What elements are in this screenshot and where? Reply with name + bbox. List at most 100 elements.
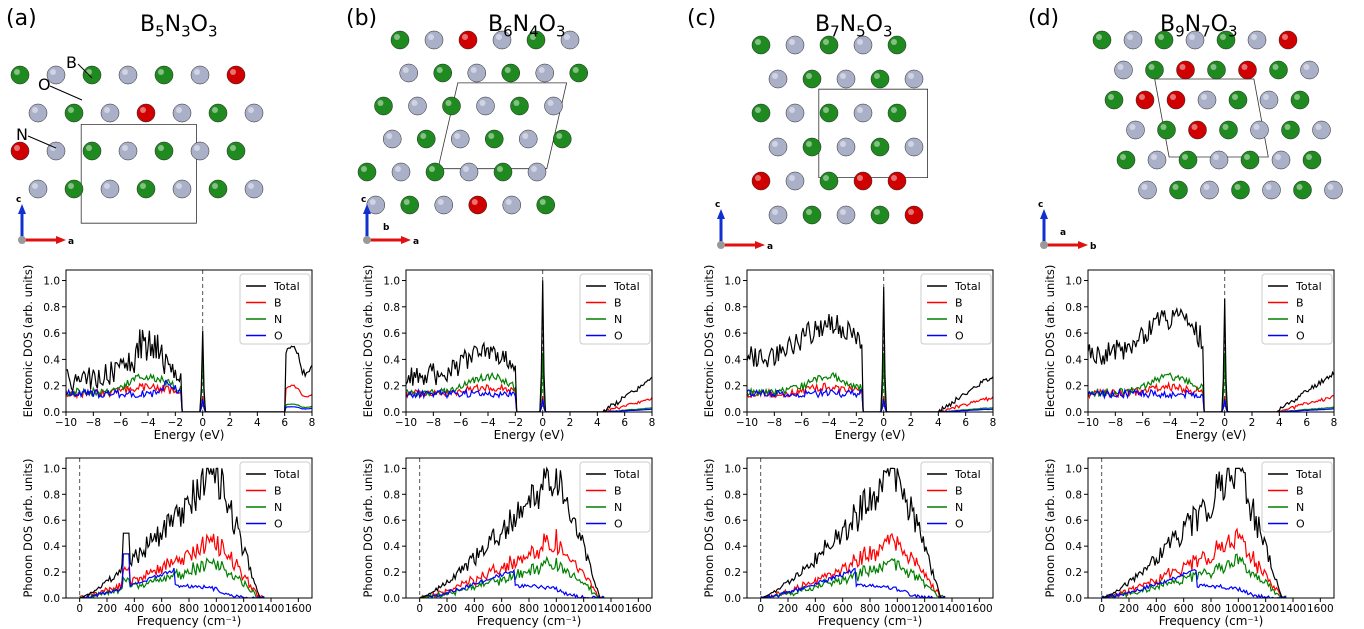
crystal-structure <box>1092 30 1343 200</box>
atom-oxygen <box>1176 60 1195 80</box>
atom-boron <box>501 63 520 83</box>
atom-boron <box>64 179 84 199</box>
atom-boron <box>819 103 839 123</box>
x-tick-label: 200 <box>437 603 457 615</box>
x-tick-label: 6 <box>281 417 288 429</box>
series-o <box>79 553 265 598</box>
y-axis-label: Phonon DOS (arb. units) <box>1043 458 1057 597</box>
atom-boron <box>390 30 410 50</box>
legend-label-n: N <box>955 313 963 326</box>
atom-boron <box>751 35 771 55</box>
x-tick-label: 1000 <box>543 603 570 615</box>
x-tick-label: −2 <box>849 417 864 429</box>
y-tick-label: 0.4 <box>724 541 741 553</box>
y-tick-label: 0.0 <box>1065 407 1082 419</box>
y-tick-label: 0.4 <box>43 541 60 553</box>
atom-oxygen <box>10 141 30 161</box>
y-tick-label: 1.0 <box>43 276 60 288</box>
y-axis-label: Electronic DOS (arb. units) <box>1043 265 1057 418</box>
crystal-structure <box>357 30 588 215</box>
panel-formula: B5N3O3 <box>140 12 218 41</box>
x-tick-label: 0 <box>76 603 83 615</box>
axis-label-c: c <box>1038 200 1043 210</box>
atom-nitrogen <box>459 162 479 182</box>
axis-label-b: a <box>1060 228 1066 238</box>
series-o <box>66 379 312 412</box>
legend-label-n: N <box>274 501 282 514</box>
x-tick-label: −8 <box>1108 417 1123 429</box>
atom-boron <box>425 162 445 182</box>
atom-boron <box>1216 30 1236 50</box>
atom-nitrogen <box>476 96 495 116</box>
legend-label-n: N <box>1296 501 1304 514</box>
x-tick-label: 2 <box>908 417 915 429</box>
y-tick-label: 0.6 <box>43 515 60 527</box>
atom-nitrogen <box>1250 120 1269 140</box>
legend-label-b: B <box>1296 297 1304 310</box>
atom-boron <box>1228 90 1248 110</box>
atom-boron <box>1169 180 1188 200</box>
x-tick-label: −8 <box>426 417 441 429</box>
series-b <box>79 533 265 598</box>
crystal-structure <box>751 35 928 225</box>
y-tick-label: 0.8 <box>1065 489 1082 501</box>
atom-boron <box>357 162 377 182</box>
atom-label-o: O <box>38 75 51 94</box>
series-n <box>1101 553 1287 598</box>
atom-boron <box>82 141 102 161</box>
atom-boron <box>1302 150 1322 170</box>
legend-label-total: Total <box>954 280 981 293</box>
legend-label-o: O <box>1296 330 1305 343</box>
atom-nitrogen <box>1147 150 1167 170</box>
legend-box <box>239 273 311 345</box>
axis-label-a: a <box>413 237 419 247</box>
y-axis-label: Electronic DOS (arb. units) <box>702 265 716 418</box>
axis-label-a: a <box>767 242 773 252</box>
series-total <box>406 280 652 412</box>
panel-d: c b a −10 −8 −6 −4 −2 0 2 4 6 8 0.0 0.2 0.4 0.6 0.8 1.0 Ene… <box>1022 0 1362 629</box>
y-tick-label: 0.8 <box>1065 302 1082 314</box>
atom-boron <box>751 103 771 123</box>
atom-boron <box>870 205 890 225</box>
legend-label-b: B <box>955 297 963 310</box>
atom-nitrogen <box>785 171 805 191</box>
legend-label-total: Total <box>954 468 981 481</box>
x-tick-label: 800 <box>1201 603 1221 615</box>
plot-frame <box>746 269 994 413</box>
atom-nitrogen <box>190 141 210 161</box>
x-tick-label: 4 <box>1276 417 1283 429</box>
plot-frame <box>65 457 313 599</box>
panel-a: c a B O N −10 −8 −6 −4 −2 0 2 4 6 8 0.0 0.2 0.4 0.6 0.8 1.0 E… <box>0 0 340 629</box>
y-tick-label: 0.6 <box>724 515 741 527</box>
series-b <box>406 382 652 412</box>
x-axis-label: Energy (eV) <box>154 428 225 442</box>
legend-label-o: O <box>955 518 964 531</box>
atom-boron <box>870 137 890 157</box>
x-tick-label: 8 <box>990 417 997 429</box>
atom-boron <box>802 205 822 225</box>
series-total <box>747 287 993 412</box>
unit-cell <box>1154 78 1269 158</box>
series-b <box>1101 527 1287 598</box>
atom-boron <box>442 96 461 116</box>
x-axis-label: Frequency (cm⁻¹) <box>477 614 582 628</box>
series-b <box>1088 380 1334 412</box>
legend-box <box>920 273 992 345</box>
atom-oxygen <box>887 171 907 191</box>
panel-b: c a b −10 −8 −6 −4 −2 0 2 4 6 8 0.0 0.2 0.4 0.6 0.8 1.0 Ene… <box>340 0 680 629</box>
axis-label-a: b <box>1090 242 1097 252</box>
x-tick-label: −6 <box>1135 417 1151 429</box>
legend-label-n: N <box>955 501 963 514</box>
x-tick-label: −4 <box>480 417 496 429</box>
legend-label-b: B <box>614 485 622 498</box>
y-tick-label: 0.6 <box>383 328 400 340</box>
x-tick-label: 800 <box>860 603 880 615</box>
y-tick-label: 0.2 <box>724 567 741 579</box>
axis-label-c: c <box>715 200 720 210</box>
series-total <box>760 467 946 598</box>
atom-oxygen <box>458 30 478 50</box>
x-axis-label: Frequency (cm⁻¹) <box>818 614 923 628</box>
x-tick-label: 1600 <box>625 603 652 615</box>
legend-label-total: Total <box>1295 280 1322 293</box>
atom-nitrogen <box>768 205 788 225</box>
